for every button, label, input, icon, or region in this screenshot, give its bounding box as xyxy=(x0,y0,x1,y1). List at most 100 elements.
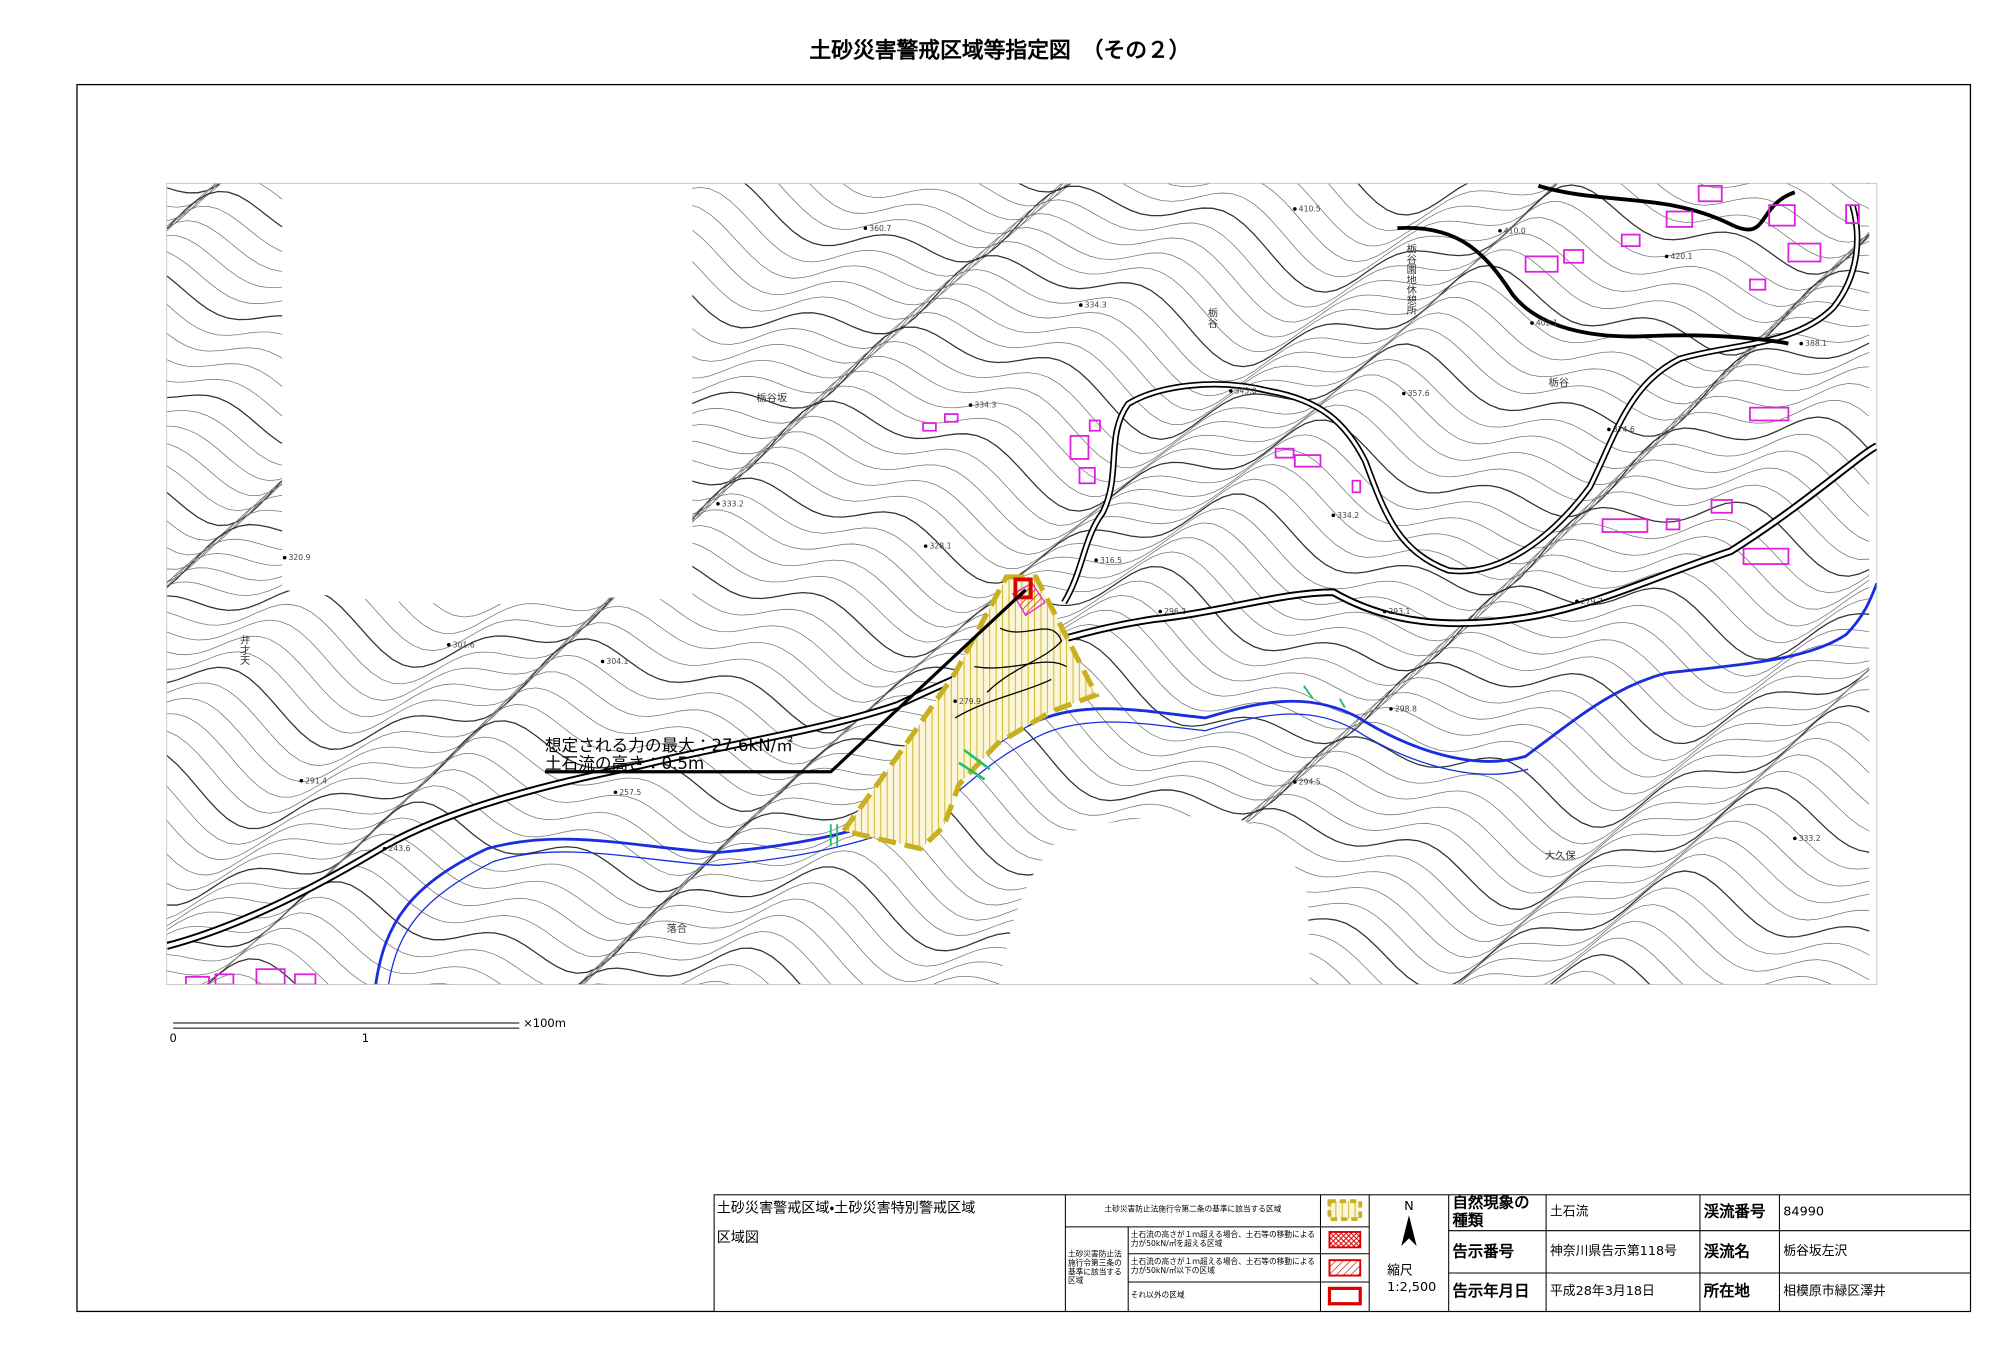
elevation-label: 334.3 xyxy=(1085,301,1107,310)
hazard-zone xyxy=(829,574,1346,852)
info-label-box: 渓流名 xyxy=(1703,1241,1750,1260)
legend-item-box: 土石流の高さが１ｍ超える場合、土石等の移動による力が50kN/㎡以下の区域 xyxy=(1130,1257,1315,1276)
spot-height xyxy=(1607,427,1611,432)
info-label: 告示年月日 xyxy=(1452,1282,1530,1301)
info-value: 相模原市緑区澤井 xyxy=(1783,1284,1886,1299)
legend-symbol xyxy=(1327,1199,1363,1222)
special-area xyxy=(1013,577,1033,600)
spot-height xyxy=(1382,609,1387,614)
legend-item: 土石流の高さが１ｍ超える場合、土石等の移動による力が50kN/㎡以下の区域 xyxy=(1130,1257,1315,1276)
spot-height xyxy=(1078,303,1083,307)
spot-height xyxy=(923,544,928,548)
spot-height xyxy=(282,555,287,560)
elevation-label: 388.1 xyxy=(1805,339,1827,348)
legend-subtitle-box: 区域図 xyxy=(716,1228,759,1246)
road-inner xyxy=(166,444,1877,948)
scale-value: 1:2,500 xyxy=(1387,1280,1436,1295)
blank-area xyxy=(282,183,693,605)
contour xyxy=(166,721,1870,845)
place-name: 栃谷坂 xyxy=(756,391,787,404)
elevation-label: 360.7 xyxy=(869,224,891,233)
shape xyxy=(1665,210,1694,228)
info-label: 告示番号 xyxy=(1452,1241,1515,1260)
north-label: N xyxy=(1404,1199,1414,1214)
spot-height xyxy=(716,502,720,506)
shape xyxy=(185,975,210,985)
place-name: 栃谷 xyxy=(1206,307,1218,329)
elevation-label: 291.4 xyxy=(305,776,327,785)
elevation-label: 333.2 xyxy=(1799,834,1821,843)
elevation-label: 243.6 xyxy=(389,844,411,853)
elevation-label: 328.1 xyxy=(929,542,951,551)
spot-height xyxy=(1293,207,1297,211)
info-label: 渓流名 xyxy=(1703,1241,1750,1260)
shape xyxy=(1665,518,1681,531)
annotation: 想定される力の最大：27.6kN/㎡ xyxy=(545,736,793,755)
elevation-label: 374.6 xyxy=(1613,425,1635,434)
contour xyxy=(207,961,1617,985)
place-name: 弁才天 xyxy=(238,634,250,667)
info-value: 84990 xyxy=(1783,1205,1825,1220)
elevation-label: 298.8 xyxy=(1395,704,1417,713)
annotation-leader xyxy=(544,588,1027,774)
spot-height xyxy=(1293,780,1297,784)
spot-height xyxy=(1530,321,1534,325)
shape xyxy=(1088,419,1101,432)
shape xyxy=(255,968,286,985)
contour xyxy=(166,803,1870,927)
scale-label: 0 xyxy=(169,1031,176,1045)
elevation-label: 333.2 xyxy=(722,499,744,508)
elevation-label: 410.5 xyxy=(1299,205,1321,214)
info-value: 栃谷坂左沢 xyxy=(1783,1244,1848,1259)
spot-height xyxy=(1402,391,1406,396)
legend-subtitle: 区域図 xyxy=(716,1228,759,1246)
shape xyxy=(1710,499,1733,514)
spot-height xyxy=(299,778,304,783)
shape xyxy=(294,973,317,985)
road-inner xyxy=(1062,204,1859,604)
contour xyxy=(166,737,1870,861)
info-label-box: 渓流番号 xyxy=(1703,1202,1766,1221)
river-bank xyxy=(387,713,1529,985)
scale-title: 縮尺 xyxy=(1387,1262,1413,1278)
shape xyxy=(1563,249,1585,264)
shape xyxy=(214,973,235,985)
info-value: 神奈川県告示第118号 xyxy=(1549,1244,1677,1259)
scale-label: 1 xyxy=(362,1031,369,1045)
legend-group: 土砂災害防止法施行令第三条の基準に該当する区域 xyxy=(1067,1250,1122,1286)
contour xyxy=(206,947,1651,985)
info-value: 土石流 xyxy=(1549,1205,1589,1220)
place-name: 落合 xyxy=(667,922,688,935)
shape xyxy=(1274,447,1295,459)
legend-item: 土石流の高さが１ｍ超える場合、土石等の移動による力が50kN/㎡を超える区域 xyxy=(1130,1230,1315,1248)
place-name: 栃谷園地休憩所 xyxy=(1404,243,1416,317)
legend-item: 土砂災害防止法施行令第二条の基準に該当する区域 xyxy=(1104,1205,1282,1215)
legend-item: それ以外の区域 xyxy=(1130,1290,1185,1300)
spot-height xyxy=(1664,254,1669,259)
contour xyxy=(166,770,1870,894)
info-label: 渓流番号 xyxy=(1703,1202,1766,1221)
shape xyxy=(1064,1194,1971,1312)
legend-group-box: 土砂災害防止法施行令第三条の基準に該当する区域 xyxy=(1067,1250,1122,1286)
elevation-label: 294.5 xyxy=(1299,778,1321,787)
shape xyxy=(1524,255,1559,273)
shape xyxy=(1749,278,1767,291)
shape xyxy=(1768,204,1796,227)
contour xyxy=(166,819,1870,942)
elevation-label: 420.1 xyxy=(1670,252,1692,261)
elevation-label: 301.6 xyxy=(453,640,475,649)
info-value-box: 平成28年3月18日 xyxy=(1549,1284,1655,1299)
shape xyxy=(1787,242,1822,263)
info-value-box: 土石流 xyxy=(1549,1205,1589,1220)
annotation: 土石流の高さ：0.5m xyxy=(545,754,704,773)
info-value: 平成28年3月18日 xyxy=(1549,1284,1655,1299)
spot-height xyxy=(863,226,868,230)
shape xyxy=(1293,454,1322,468)
shape xyxy=(1620,233,1641,248)
map: 360.7 334.3 334.3 333.2 328.1 320.9 316.5 301.6… xyxy=(166,183,1877,985)
elevation-label: 279.9 xyxy=(959,697,981,706)
elevation-label: 257.5 xyxy=(619,788,641,797)
elevation-label: 304.1 xyxy=(606,657,628,666)
elevation-label: 345.0 xyxy=(1235,387,1257,396)
